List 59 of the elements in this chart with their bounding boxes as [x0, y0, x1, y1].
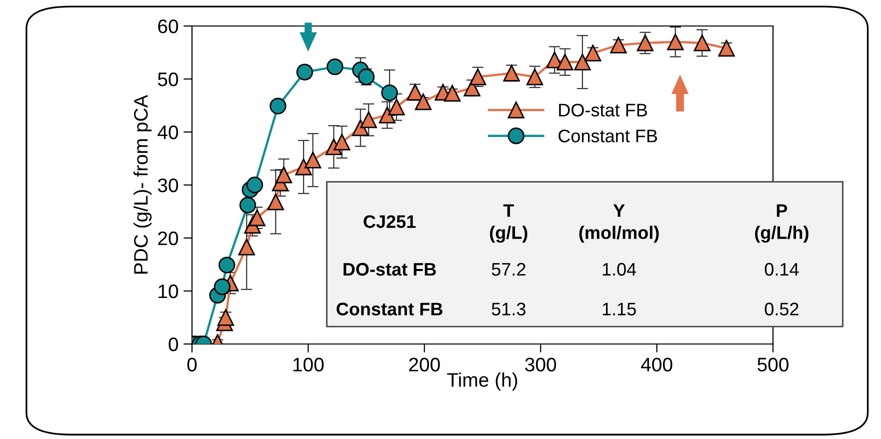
y-tick-label: 0: [168, 337, 178, 352]
x-tick-label: 400: [641, 358, 672, 372]
point: [304, 152, 322, 168]
annotation: Constant FB: [336, 302, 442, 316]
y-axis-title: PDC (g/L)- from pCA: [134, 94, 152, 274]
annotation: T (g/L): [490, 204, 528, 243]
annotation: 0.14: [764, 262, 799, 276]
point: [334, 134, 350, 150]
y-tick-label: 30: [158, 178, 178, 192]
annotation: Y (mol/mol): [579, 204, 659, 243]
annotation: DO-stat FB: [344, 262, 436, 276]
point: [352, 119, 369, 136]
annotation: 0.52: [764, 302, 798, 316]
point: [267, 194, 284, 210]
point: [239, 196, 256, 214]
point: [248, 210, 266, 226]
point: [574, 54, 591, 70]
point: [667, 34, 684, 50]
annotation: CJ251: [364, 215, 416, 228]
x-axis-title: Time (h): [447, 372, 518, 391]
annotation: 1.15: [602, 302, 636, 316]
y-tick-label: 10: [158, 284, 178, 298]
point: [636, 34, 654, 52]
point: [217, 309, 234, 326]
point: [218, 256, 236, 274]
annotation: 57.2: [492, 262, 526, 276]
x-tick-label: 0: [187, 358, 197, 372]
point: [414, 93, 432, 110]
point: [694, 34, 710, 52]
x-tick-label: 100: [293, 358, 324, 372]
legend-label: Constant FB: [558, 130, 658, 142]
x-tick-label: 200: [409, 358, 440, 372]
point: [388, 98, 405, 116]
point: [270, 98, 286, 114]
legend-label: DO-stat FB: [559, 104, 647, 116]
annotation: 51.3: [492, 302, 526, 316]
point: [526, 68, 544, 86]
point: [610, 36, 627, 54]
point: [246, 176, 264, 194]
point: [295, 158, 312, 176]
annotation: 1.04: [602, 262, 636, 276]
x-tick-label: 300: [525, 358, 556, 372]
point: [718, 40, 735, 57]
point: [296, 64, 314, 80]
y-tick-label: 20: [158, 231, 178, 246]
y-tick-label: 40: [158, 125, 178, 140]
point: [238, 238, 255, 256]
point: [381, 84, 398, 102]
point: [584, 44, 602, 62]
x-tick-label: 500: [758, 358, 788, 372]
point: [326, 58, 344, 76]
point: [378, 106, 396, 124]
point: [444, 84, 461, 102]
y-tick-label: 50: [158, 72, 178, 86]
point: [556, 54, 574, 70]
y-tick-label: 60: [158, 19, 178, 34]
annotation: P (g/L/h): [755, 204, 808, 243]
point: [360, 111, 377, 128]
point: [214, 278, 231, 296]
